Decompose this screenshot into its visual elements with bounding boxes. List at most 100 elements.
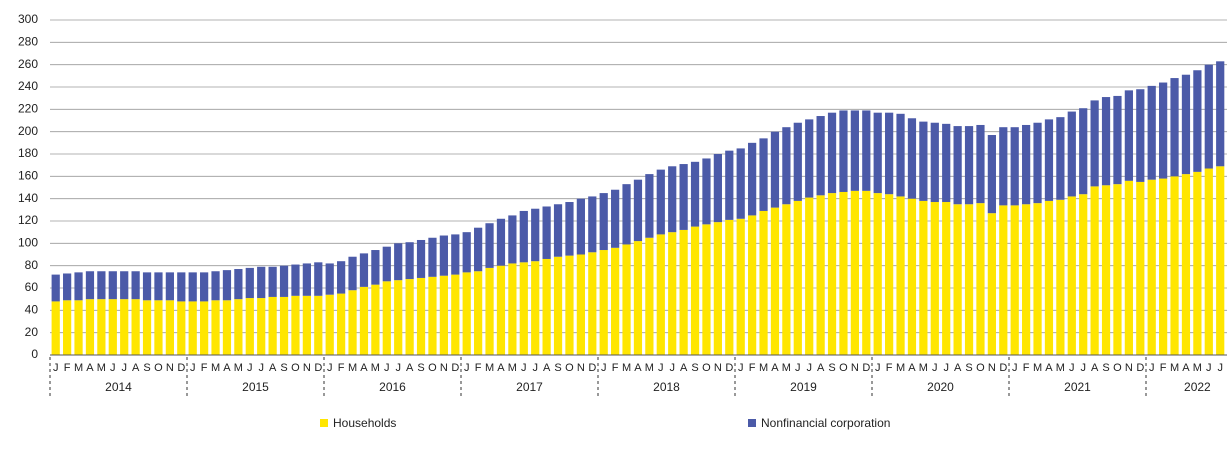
x-tick-label: A xyxy=(771,362,779,374)
bar-segment xyxy=(1170,176,1179,355)
x-tick-label: M xyxy=(919,362,928,374)
bar-segment xyxy=(805,119,814,198)
bar-segment xyxy=(1181,74,1191,175)
bar-segment xyxy=(862,110,871,191)
y-tick-label: 200 xyxy=(18,124,38,138)
bar-segment xyxy=(816,195,825,355)
bar-segment xyxy=(599,250,608,355)
bar-segment xyxy=(508,263,517,355)
x-tick-label: A xyxy=(954,362,962,374)
x-tick-label: S xyxy=(965,362,972,374)
x-tick-label: J xyxy=(384,362,390,374)
x-tick-label: A xyxy=(1091,362,1099,374)
x-tick-label: O xyxy=(154,362,163,374)
y-tick-label: 60 xyxy=(25,280,39,294)
bar-segment xyxy=(782,127,791,205)
bar-segment xyxy=(519,262,528,355)
bar-segment xyxy=(576,254,585,355)
bar-segment xyxy=(770,131,780,208)
x-tick-label: J xyxy=(1012,362,1018,374)
x-tick-label: S xyxy=(417,362,424,374)
bar-segment xyxy=(1022,204,1031,355)
bar-segment xyxy=(690,161,700,227)
x-tick-label: M xyxy=(622,362,631,374)
x-tick-label: F xyxy=(749,362,756,374)
bar-segment xyxy=(348,256,357,291)
bar-segment xyxy=(588,252,597,355)
bar-segment xyxy=(805,197,814,355)
bar-segment xyxy=(142,272,152,301)
bar-segment xyxy=(359,253,369,287)
x-tick-label: J xyxy=(738,362,744,374)
bar-segment xyxy=(588,196,597,253)
x-tick-label: O xyxy=(428,362,437,374)
x-tick-label: A xyxy=(269,362,277,374)
bar-segment xyxy=(120,271,129,300)
bar-segment xyxy=(291,295,300,355)
bar-segment xyxy=(1113,184,1122,355)
bar-segment xyxy=(63,300,72,355)
x-tick-label: M xyxy=(645,362,654,374)
bar-segment xyxy=(51,301,60,355)
x-tick-label: D xyxy=(588,362,596,374)
x-tick-label: D xyxy=(1136,362,1144,374)
x-tick-label: O xyxy=(976,362,985,374)
x-tick-label: M xyxy=(759,362,768,374)
year-label: 2022 xyxy=(1184,380,1211,394)
bar-segment xyxy=(348,290,357,355)
bar-segment xyxy=(930,122,939,203)
bar-segment xyxy=(1079,194,1088,355)
bar-segment xyxy=(839,191,848,355)
year-label: 2016 xyxy=(379,380,406,394)
bar-segment xyxy=(622,184,631,245)
x-tick-label: J xyxy=(1217,362,1223,374)
bar-segment xyxy=(873,112,882,194)
bar-segment xyxy=(474,271,483,355)
bar-segment xyxy=(1010,205,1019,355)
x-tick-label: F xyxy=(886,362,893,374)
x-tick-label: J xyxy=(1206,362,1212,374)
bar-segment xyxy=(211,300,220,355)
bar-segment xyxy=(1101,185,1111,355)
bar-segment xyxy=(200,301,209,355)
bar-segment xyxy=(131,299,140,355)
bar-segment xyxy=(565,255,574,355)
bar-segment xyxy=(405,242,414,280)
bar-segment xyxy=(611,189,620,248)
bar-segment xyxy=(896,113,905,197)
y-tick-label: 120 xyxy=(18,213,38,227)
bar-segment xyxy=(1124,180,1133,355)
x-tick-label: J xyxy=(532,362,538,374)
x-tick-label: S xyxy=(1102,362,1109,374)
bar-segment xyxy=(371,284,380,355)
bar-segment xyxy=(165,300,174,355)
x-tick-label: M xyxy=(234,362,243,374)
bar-segment xyxy=(1204,168,1213,355)
x-tick-label: A xyxy=(634,362,642,374)
x-tick-label: S xyxy=(554,362,561,374)
bar-segment xyxy=(519,210,528,263)
bar-segment xyxy=(154,272,163,301)
x-tick-label: A xyxy=(1045,362,1053,374)
bar-segment xyxy=(725,150,734,220)
y-tick-label: 260 xyxy=(18,57,38,71)
x-tick-label: A xyxy=(543,362,551,374)
bar-segment xyxy=(108,299,117,355)
bar-segment xyxy=(439,235,448,276)
bar-segment xyxy=(439,275,448,355)
bar-segment xyxy=(942,123,951,203)
bar-segment xyxy=(428,237,437,277)
bar-segment xyxy=(462,232,471,273)
bar-segment xyxy=(302,295,311,355)
bar-segment xyxy=(599,193,608,251)
y-tick-label: 140 xyxy=(18,191,38,205)
x-tick-label: J xyxy=(190,362,196,374)
x-tick-label: A xyxy=(223,362,231,374)
bar-segment xyxy=(177,272,186,302)
x-tick-label: S xyxy=(828,362,835,374)
x-tick-label: D xyxy=(314,362,322,374)
bar-segment xyxy=(462,272,471,355)
bar-segment xyxy=(782,204,791,355)
x-tick-label: M xyxy=(371,362,380,374)
